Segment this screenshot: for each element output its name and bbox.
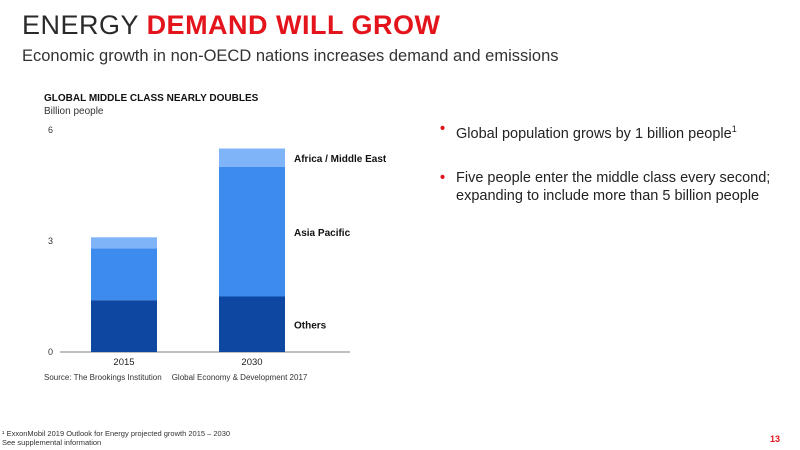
bullet-item: • Global population grows by 1 billion pe… xyxy=(440,120,785,143)
x-tick-label: 2030 xyxy=(241,357,262,368)
page-subtitle: Economic growth in non-OECD nations incr… xyxy=(22,47,559,65)
bar-segment-africa-middle-east xyxy=(219,148,285,167)
bullet-dot: • xyxy=(440,121,446,137)
chart-unit-label: Billion people xyxy=(44,106,104,117)
footnote-line: See supplemental information xyxy=(2,438,102,447)
series-label: Africa / Middle East xyxy=(294,154,387,165)
bullet-text: Global population grows by 1 billion peo… xyxy=(456,125,732,142)
source-part1: Source: The Brookings Institution xyxy=(44,373,162,382)
series-label: Others xyxy=(294,320,327,331)
bar-segment-others xyxy=(91,300,157,352)
footnote-ref: 1 xyxy=(731,124,737,134)
title-part1: ENERGY xyxy=(22,10,139,40)
y-tick-label: 6 xyxy=(48,125,53,135)
bar-segment-asia-pacific xyxy=(91,248,157,301)
y-tick-label: 0 xyxy=(48,347,53,357)
bullet-list: • Global population grows by 1 billion pe… xyxy=(440,120,785,231)
bullet-item: • Five people enter the middle class ever… xyxy=(440,169,785,205)
bar-segment-asia-pacific xyxy=(219,167,285,297)
bullet-dot: • xyxy=(440,169,446,186)
page-title: ENERGY DEMAND WILL GROW xyxy=(22,10,441,41)
footnote-line: ¹ ExxonMobil 2019 Outlook for Energy pro… xyxy=(2,429,231,438)
bar-segment-others xyxy=(219,296,285,352)
series-label: Asia Pacific xyxy=(294,228,351,239)
chart-source: Source: The Brookings Institution Global … xyxy=(44,373,307,382)
bar-segment-africa-middle-east xyxy=(91,237,157,249)
y-tick-label: 3 xyxy=(48,236,53,246)
chart-title: GLOBAL MIDDLE CLASS NEARLY DOUBLES xyxy=(44,93,259,104)
source-part2: Global Economy & Development 2017 xyxy=(171,373,308,382)
footnote: ¹ ExxonMobil 2019 Outlook for Energy pro… xyxy=(2,429,230,447)
page-number: 13 xyxy=(769,434,780,444)
title-part2: DEMAND WILL GROW xyxy=(146,10,441,40)
x-tick-label: 2015 xyxy=(113,357,134,368)
bullet-text: Five people enter the middle class every… xyxy=(456,169,771,204)
